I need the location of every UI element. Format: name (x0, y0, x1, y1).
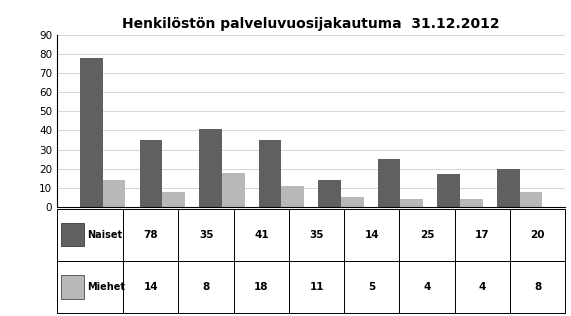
Bar (222, 173, 244, 207)
Text: 5: 5 (368, 282, 376, 292)
Text: 25: 25 (420, 230, 435, 240)
Bar (497, 169, 520, 207)
Bar (140, 140, 162, 207)
Bar (437, 174, 460, 207)
Text: 20: 20 (530, 230, 545, 240)
Text: Naiset: Naiset (87, 230, 123, 240)
Text: 8: 8 (534, 282, 541, 292)
Text: 41: 41 (254, 230, 268, 240)
Bar (80, 58, 103, 207)
Bar (282, 186, 304, 207)
Bar (378, 159, 400, 207)
Text: 14: 14 (364, 230, 379, 240)
Bar (259, 140, 282, 207)
Text: 35: 35 (199, 230, 214, 240)
Bar (460, 199, 482, 207)
Bar (319, 180, 341, 207)
Text: 18: 18 (254, 282, 268, 292)
Bar (520, 192, 542, 207)
Text: 11: 11 (309, 282, 324, 292)
Text: 14: 14 (143, 282, 158, 292)
Text: 17: 17 (475, 230, 490, 240)
Bar (162, 192, 185, 207)
Text: 78: 78 (143, 230, 158, 240)
Title: Henkilöstön palveluvuosijakautuma  31.12.2012: Henkilöstön palveluvuosijakautuma 31.12.… (122, 17, 500, 31)
Bar (341, 198, 364, 207)
Text: 35: 35 (309, 230, 324, 240)
Text: 4: 4 (424, 282, 431, 292)
Text: 4: 4 (478, 282, 486, 292)
Text: 8: 8 (203, 282, 210, 292)
Bar (199, 129, 222, 207)
Text: Miehet: Miehet (87, 282, 126, 292)
Bar (400, 199, 423, 207)
Bar (103, 180, 126, 207)
